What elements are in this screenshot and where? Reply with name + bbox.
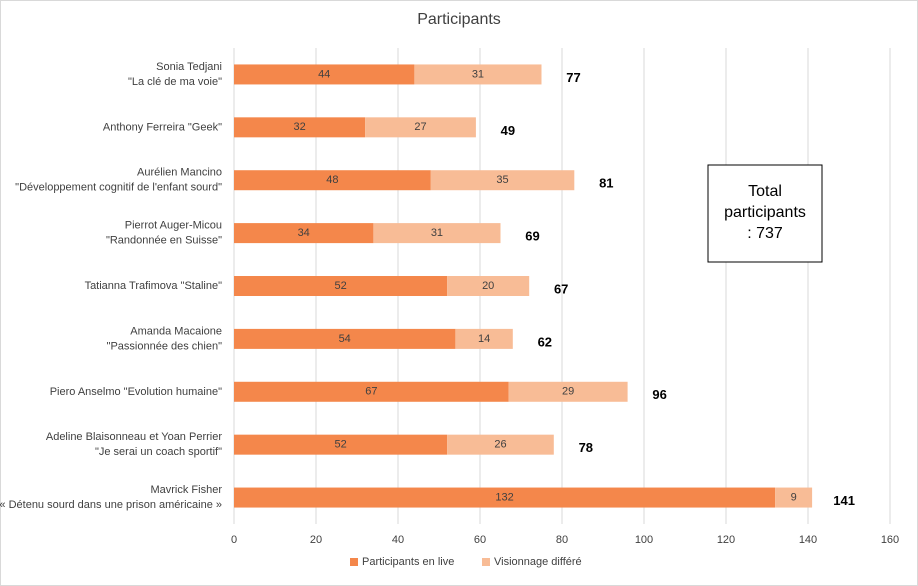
x-tick-label: 20 (310, 534, 322, 546)
data-label: 31 (472, 68, 484, 80)
data-label: 67 (365, 386, 377, 398)
y-tick-label: Mavrick Fisher « Détenu sourd dans une pr… (0, 484, 222, 511)
bar-segment (234, 487, 776, 508)
annotation-box (707, 164, 823, 263)
x-tick-label: 160 (881, 534, 899, 546)
bar-segment (447, 434, 554, 455)
data-label: 54 (339, 333, 351, 345)
x-tick-label: 140 (799, 534, 817, 546)
y-tick-label: Tatianna Trafimova "Staline" (85, 280, 223, 292)
bar-segment (430, 170, 575, 191)
x-tick-label: 0 (231, 534, 237, 546)
y-tick-label-line: Adeline Blaisonneau et Yoan Perrier (46, 431, 222, 443)
data-label: 32 (293, 121, 305, 133)
y-tick-label-line: Amanda Macaione (130, 325, 222, 337)
data-label: 20 (482, 280, 494, 292)
y-tick-label-line: "La clé de ma voie" (128, 76, 222, 88)
total-label: 81 (599, 176, 613, 191)
legend-label: Visionnage différé (494, 556, 582, 568)
data-label: 35 (496, 174, 508, 186)
legend-swatch (482, 558, 490, 566)
legend-swatch (350, 558, 358, 566)
bar-segment (234, 117, 366, 138)
legend-label: Participants en live (362, 556, 454, 568)
x-tick-label: 100 (635, 534, 653, 546)
x-tick-label: 120 (717, 534, 735, 546)
annotation-text: Total (748, 183, 782, 200)
total-label: 69 (525, 229, 539, 244)
data-label: 52 (334, 439, 346, 451)
bar-segment (234, 170, 431, 191)
y-tick-label-line: Anthony Ferreira "Geek" (103, 121, 222, 133)
bar-segment (508, 381, 628, 402)
bar-segment (234, 64, 415, 85)
y-tick-label: Sonia Tedjani "La clé de ma voie" (128, 61, 222, 88)
y-tick-label-line: Sonia Tedjani (156, 61, 222, 73)
x-tick-label: 80 (556, 534, 568, 546)
total-label: 77 (566, 70, 580, 85)
y-tick-label-line: Piero Anselmo "Evolution humaine" (50, 386, 222, 398)
y-tick-label: Aurélien Mancino "Développement cognitif … (15, 167, 222, 194)
y-tick-label-line: « Détenu sourd dans une prison américain… (0, 499, 222, 511)
y-tick-label-line: "Développement cognitif de l'enfant sour… (15, 182, 222, 194)
data-label: 44 (318, 68, 330, 80)
bar-segment (234, 223, 374, 244)
y-tick-label-line: Aurélien Mancino (137, 167, 222, 179)
bar-segment (775, 487, 813, 508)
y-tick-label-line: Tatianna Trafimova "Staline" (85, 280, 223, 292)
y-tick-label: Pierrot Auger-Micou "Randonnée en Suisse" (106, 220, 222, 247)
x-tick-label: 60 (474, 534, 486, 546)
bar-segment (414, 64, 542, 85)
bar-segment (234, 328, 456, 349)
total-label: 78 (579, 440, 593, 455)
y-tick-label-line: "Randonnée en Suisse" (106, 235, 222, 247)
total-label: 62 (538, 334, 552, 349)
annotation-text: : 737 (747, 225, 783, 242)
data-label: 9 (791, 491, 797, 503)
data-label: 132 (495, 491, 513, 503)
x-tick-label: 40 (392, 534, 404, 546)
y-tick-label: Anthony Ferreira "Geek" (103, 121, 222, 133)
data-label: 27 (414, 121, 426, 133)
y-tick-label-line: "Passionnée des chien" (107, 340, 223, 352)
total-label: 141 (833, 493, 855, 508)
data-label: 14 (478, 333, 490, 345)
bar-segment (373, 223, 501, 244)
y-tick-label-line: Pierrot Auger-Micou (125, 220, 222, 232)
bar-segment (234, 276, 448, 296)
total-label: 96 (652, 387, 666, 402)
y-tick-label-line: Mavrick Fisher (150, 484, 222, 496)
bar-segment (234, 434, 448, 455)
bar-segment (365, 117, 476, 138)
y-tick-label-line: "Je serai un coach sportif" (95, 446, 222, 458)
data-label: 29 (562, 386, 574, 398)
annotation-text: participants (724, 204, 806, 221)
data-label: 52 (334, 280, 346, 292)
bar-segment (234, 381, 509, 402)
bar-segment (455, 328, 513, 349)
data-label: 34 (298, 227, 310, 239)
total-label: 67 (554, 281, 568, 296)
chart-title: Participants (417, 11, 501, 28)
total-label: 49 (501, 123, 515, 138)
bar-segment (447, 276, 530, 296)
data-label: 48 (326, 174, 338, 186)
y-tick-label: Piero Anselmo "Evolution humaine" (50, 386, 222, 398)
data-label: 31 (431, 227, 443, 239)
y-tick-label: Adeline Blaisonneau et Yoan Perrier "Je s… (46, 431, 222, 458)
data-label: 26 (494, 439, 506, 451)
y-tick-label: Amanda Macaione "Passionnée des chien" (107, 325, 223, 352)
